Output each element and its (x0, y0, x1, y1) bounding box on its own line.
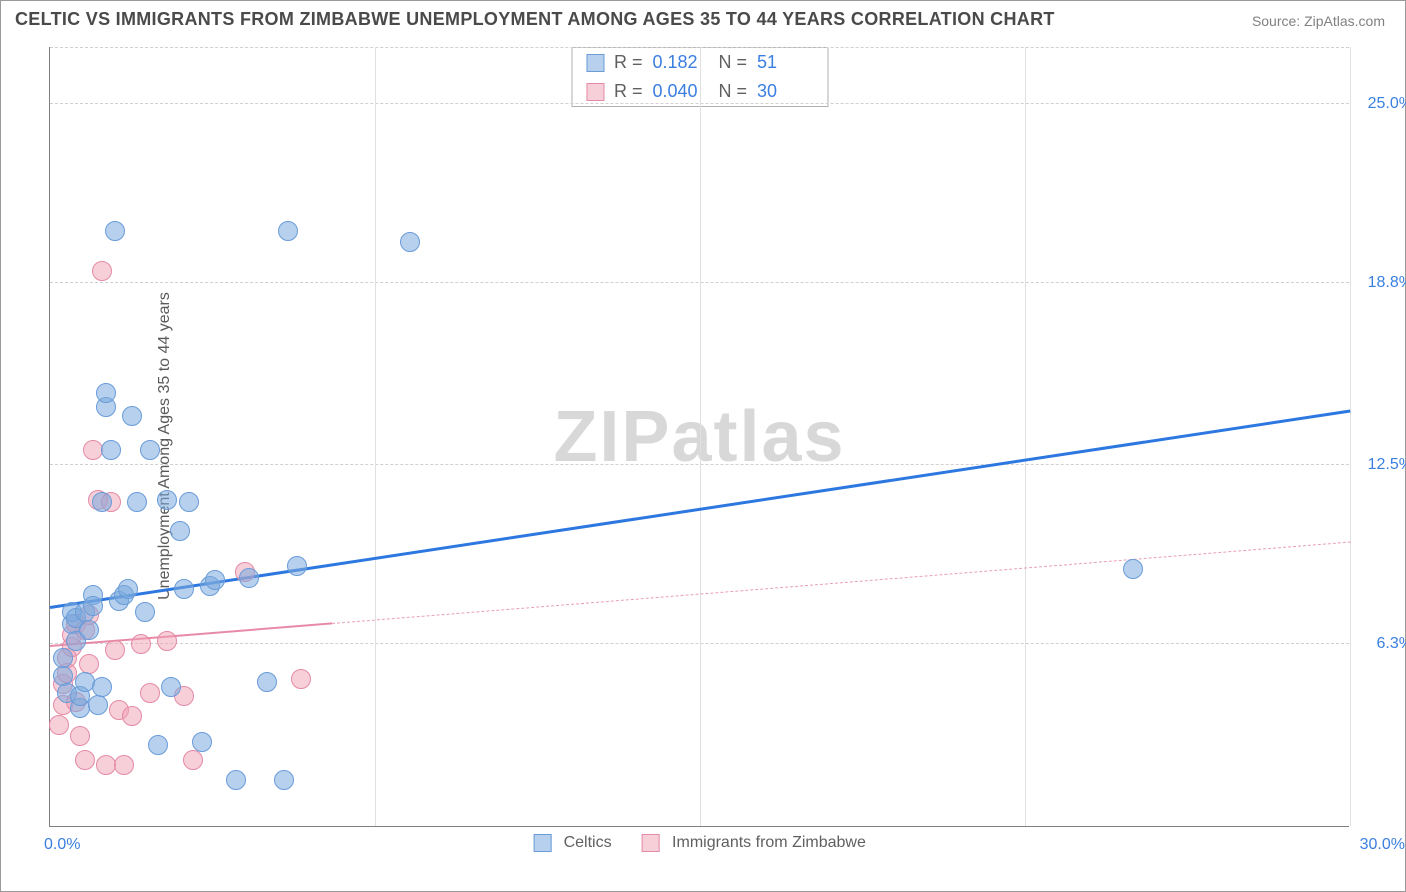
n-label: N = (719, 81, 748, 102)
data-point (114, 755, 134, 775)
r-label: R = (614, 52, 643, 73)
legend-item-zimbabwe: Immigrants from Zimbabwe (642, 834, 866, 852)
gridline-v (375, 47, 376, 826)
legend-label-celtics: Celtics (564, 834, 612, 851)
y-tick-label: 25.0% (1353, 95, 1406, 113)
legend-item-celtics: Celtics (533, 834, 611, 852)
data-point (122, 406, 142, 426)
gridline-v (700, 47, 701, 826)
data-point (400, 232, 420, 252)
data-point (257, 672, 277, 692)
data-point (75, 750, 95, 770)
y-tick-label: 6.3% (1353, 635, 1406, 653)
data-point (226, 770, 246, 790)
data-point (183, 750, 203, 770)
chart-container: CELTIC VS IMMIGRANTS FROM ZIMBABWE UNEMP… (0, 0, 1406, 892)
data-point (148, 735, 168, 755)
chart-title: CELTIC VS IMMIGRANTS FROM ZIMBABWE UNEMP… (15, 9, 1055, 30)
data-point (174, 579, 194, 599)
data-point (101, 440, 121, 460)
data-point (140, 440, 160, 460)
series-legend: Celtics Immigrants from Zimbabwe (533, 834, 866, 852)
data-point (161, 677, 181, 697)
data-point (192, 732, 212, 752)
data-point (157, 631, 177, 651)
data-point (92, 261, 112, 281)
y-tick-label: 18.8% (1353, 274, 1406, 292)
swatch-blue (533, 834, 551, 852)
data-point (92, 677, 112, 697)
n-label: N = (719, 52, 748, 73)
x-tick-label: 30.0% (1360, 836, 1405, 854)
data-point (287, 556, 307, 576)
swatch-pink (642, 834, 660, 852)
data-point (92, 492, 112, 512)
gridline-v (1025, 47, 1026, 826)
y-tick-label: 12.5% (1353, 456, 1406, 474)
plot-area: ZIPatlas R = 0.182 N = 51 R = 0.040 N = … (49, 47, 1349, 827)
data-point (88, 695, 108, 715)
data-point (49, 715, 69, 735)
data-point (274, 770, 294, 790)
data-point (79, 620, 99, 640)
data-point (239, 568, 259, 588)
data-point (83, 596, 103, 616)
x-tick-label: 0.0% (44, 836, 80, 854)
data-point (291, 669, 311, 689)
legend-label-zimbabwe: Immigrants from Zimbabwe (672, 834, 866, 851)
data-point (127, 492, 147, 512)
data-point (170, 521, 190, 541)
swatch-blue (586, 54, 604, 72)
swatch-pink (586, 83, 604, 101)
data-point (179, 492, 199, 512)
r-label: R = (614, 81, 643, 102)
trendline-dashed (332, 542, 1350, 624)
data-point (96, 383, 116, 403)
data-point (53, 648, 73, 668)
data-point (131, 634, 151, 654)
data-point (122, 706, 142, 726)
n-value-celtics: 51 (757, 52, 813, 73)
data-point (205, 570, 225, 590)
data-point (105, 221, 125, 241)
source-label: Source: ZipAtlas.com (1252, 13, 1385, 29)
data-point (70, 726, 90, 746)
data-point (140, 683, 160, 703)
n-value-zimbabwe: 30 (757, 81, 813, 102)
data-point (118, 579, 138, 599)
data-point (105, 640, 125, 660)
gridline-v (1350, 47, 1351, 826)
data-point (1123, 559, 1143, 579)
data-point (135, 602, 155, 622)
data-point (278, 221, 298, 241)
data-point (157, 490, 177, 510)
